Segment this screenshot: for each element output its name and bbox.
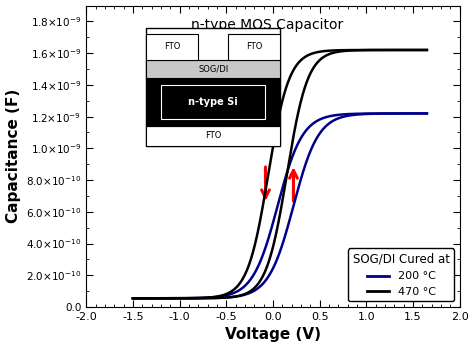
Text: n-type MOS Capacitor: n-type MOS Capacitor (191, 18, 343, 32)
Y-axis label: Capacitance (F): Capacitance (F) (6, 89, 20, 223)
Legend: 200 °C, 470 °C: 200 °C, 470 °C (348, 248, 454, 301)
X-axis label: Voltage (V): Voltage (V) (225, 327, 321, 342)
